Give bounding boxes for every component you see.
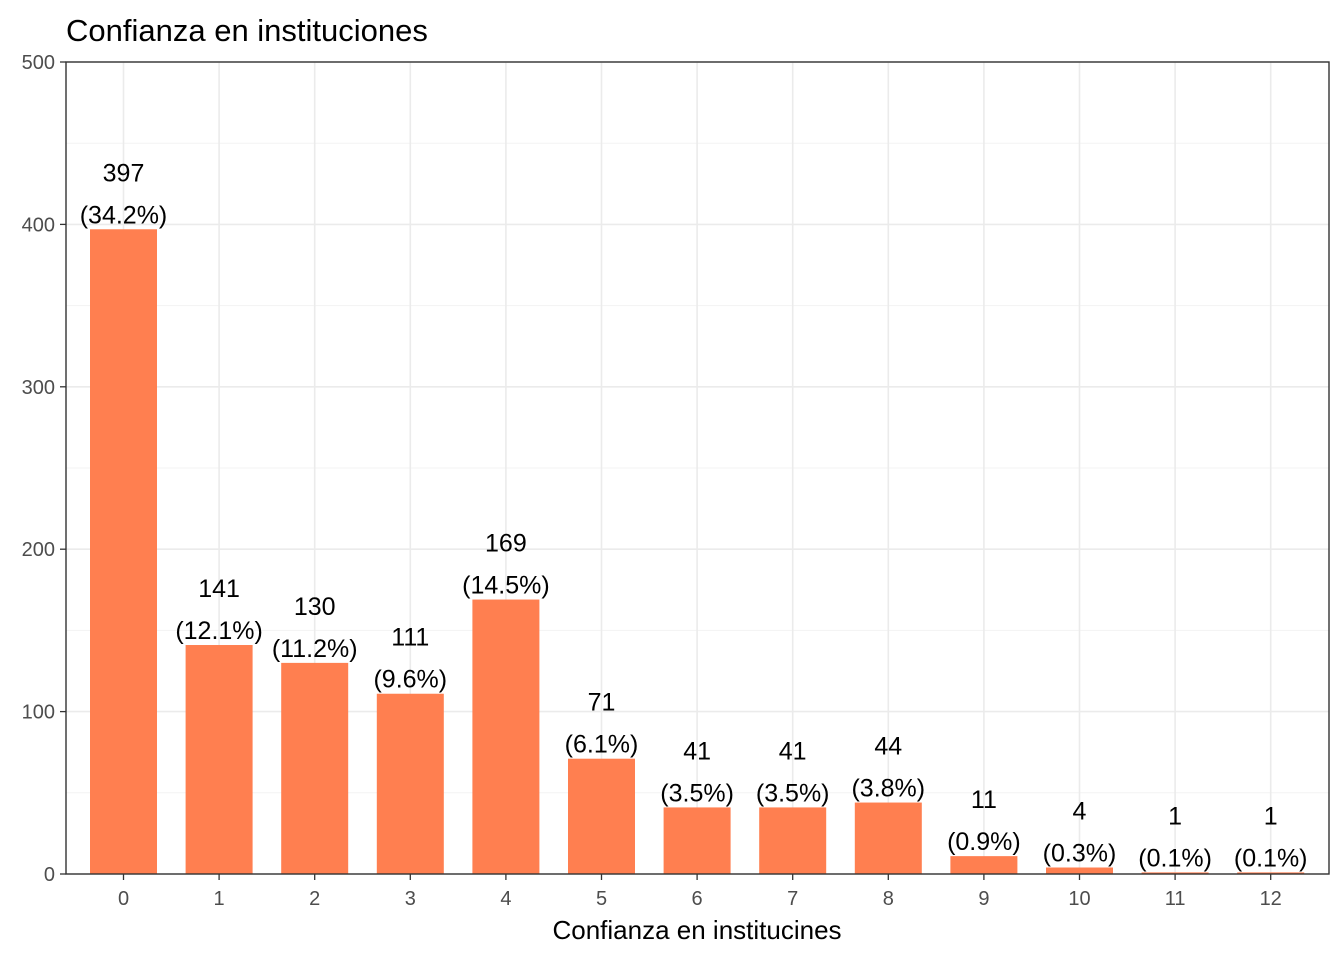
data-label-percent: (0.1%)	[1234, 844, 1308, 872]
data-label-percent: (12.1%)	[175, 617, 263, 645]
x-axis: 0 1 2 3 4 5 6 7 8 9 10 11 12	[118, 874, 1282, 910]
bar	[90, 229, 157, 875]
bar	[759, 807, 827, 874]
bar	[472, 599, 540, 874]
x-tick-label: 6	[692, 888, 703, 910]
data-label-count: 71	[588, 689, 616, 717]
data-label-percent: (0.3%)	[1043, 840, 1117, 868]
bar	[376, 693, 444, 874]
data-label-percent: (9.6%)	[373, 666, 447, 694]
y-tick-label: 100	[22, 702, 55, 724]
y-tick-label: 300	[22, 377, 55, 399]
x-tick-label: 11	[1165, 888, 1186, 910]
data-label-count: 41	[683, 737, 711, 765]
data-label-count: 130	[294, 593, 336, 621]
x-tick-label: 1	[214, 888, 225, 910]
y-tick-label: 0	[44, 864, 55, 886]
x-tick-label: 10	[1068, 888, 1090, 910]
data-label-percent: (3.8%)	[851, 775, 925, 803]
data-label-percent: (34.2%)	[80, 201, 168, 229]
bar	[854, 802, 922, 874]
x-tick-label: 3	[405, 888, 416, 910]
y-tick-label: 400	[22, 214, 55, 236]
bar	[1046, 867, 1113, 874]
y-tick-label: 200	[22, 539, 55, 561]
x-tick-label: 0	[118, 888, 129, 910]
x-tick-label: 7	[787, 888, 798, 910]
data-label-count: 111	[391, 624, 429, 652]
bar	[663, 807, 731, 874]
data-label-count: 1	[1168, 802, 1182, 830]
bars	[90, 229, 1305, 875]
bar	[1237, 872, 1305, 874]
data-label-percent: (3.5%)	[756, 779, 830, 807]
data-label-percent: (6.1%)	[565, 731, 639, 759]
data-label-count: 41	[779, 737, 807, 765]
data-label-count: 44	[874, 733, 902, 761]
data-label-count: 397	[103, 159, 145, 187]
data-label-percent: (3.5%)	[660, 779, 734, 807]
data-labels: 397(34.2%)141(12.1%)130(11.2%) 111(9.6%)1…	[80, 159, 1308, 872]
data-label-percent: (14.5%)	[462, 572, 550, 600]
x-tick-label: 4	[500, 888, 511, 910]
data-label-percent: (11.2%)	[272, 635, 358, 663]
bar	[1141, 872, 1209, 874]
bar	[950, 856, 1018, 874]
data-label-count: 1	[1264, 802, 1278, 830]
y-axis: 0 100 200 300 400 500	[22, 52, 66, 886]
bar	[185, 645, 253, 874]
data-label-count: 4	[1073, 798, 1087, 826]
data-label-count: 169	[485, 530, 527, 558]
y-tick-label: 500	[22, 52, 55, 74]
bar	[568, 758, 635, 874]
x-tick-label: 8	[883, 888, 894, 910]
x-axis-title: Confianza en institucines	[552, 915, 841, 945]
data-label-count: 141	[198, 575, 240, 603]
data-label-count: 11	[971, 786, 997, 814]
x-tick-label: 2	[309, 888, 320, 910]
x-tick-label: 9	[978, 888, 989, 910]
data-label-percent: (0.1%)	[1138, 844, 1212, 872]
bar	[281, 662, 349, 874]
data-label-percent: (0.9%)	[947, 828, 1021, 856]
x-tick-label: 5	[596, 888, 607, 910]
x-tick-label: 12	[1260, 888, 1282, 910]
chart-title: Confianza en instituciones	[66, 13, 428, 48]
